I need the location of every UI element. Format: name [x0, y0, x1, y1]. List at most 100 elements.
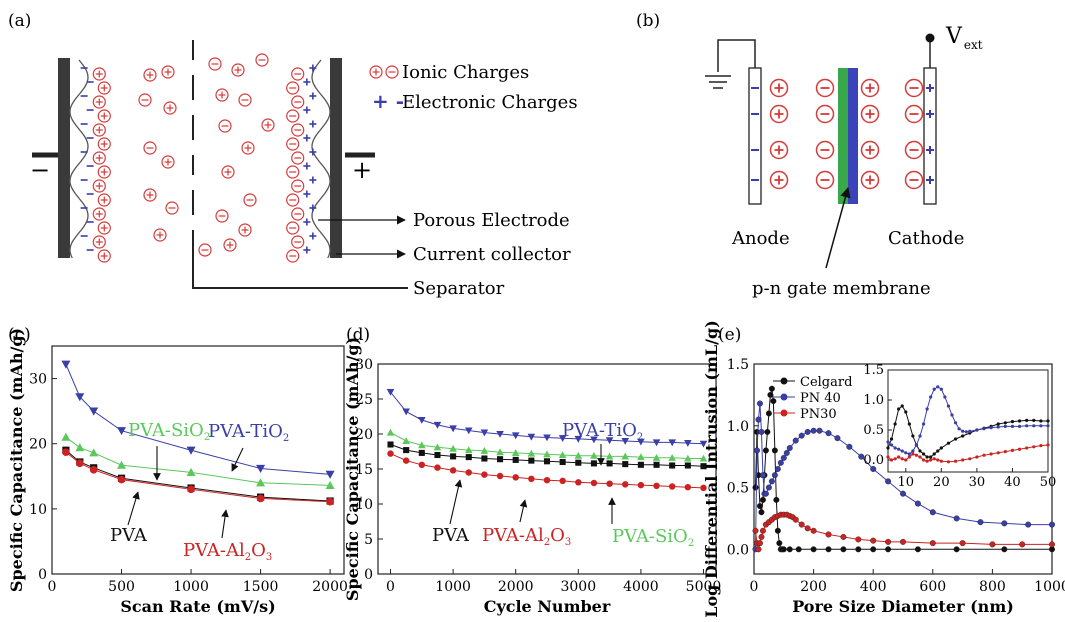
ion-circle — [92, 67, 106, 81]
cation-symbol — [261, 118, 275, 132]
data-point — [989, 426, 993, 430]
y-axis-label: Specific Capacitance (mAh/g) — [343, 337, 362, 601]
current-collector-right — [330, 58, 342, 258]
data-point — [911, 449, 915, 453]
data-point — [936, 385, 940, 389]
cation-symbol — [97, 137, 111, 151]
ion-circle — [97, 193, 111, 207]
data-point — [606, 460, 613, 467]
data-point — [946, 404, 951, 408]
data-point — [786, 546, 793, 553]
data-point — [756, 540, 763, 547]
data-point — [816, 427, 823, 434]
y-tick-label: 1.5 — [727, 357, 749, 373]
data-point — [925, 459, 929, 463]
data-point — [982, 453, 986, 457]
ion-circle — [97, 249, 111, 263]
data-point — [558, 435, 567, 442]
ion-circle — [904, 78, 924, 98]
data-point — [953, 421, 958, 425]
panel-c: (c) 0 500 1000 1500 2000 0 10 20 30 Scan Rate (mV… — [7, 325, 348, 616]
arrow-al2o3 — [519, 499, 528, 523]
data-point — [776, 540, 783, 547]
x-tick-label: 500 — [108, 579, 135, 595]
data-point — [886, 455, 890, 459]
label-pva: PVA — [432, 525, 470, 546]
data-point — [825, 531, 832, 538]
cation-symbol — [241, 141, 255, 155]
data-point — [450, 453, 457, 460]
data-point — [840, 533, 847, 540]
cation-symbol — [97, 109, 111, 123]
data-point — [996, 451, 1000, 455]
ion-circle — [291, 207, 305, 221]
ion-circle — [291, 67, 305, 81]
data-point — [795, 546, 802, 553]
electronic-plus — [303, 78, 311, 86]
data-point — [186, 467, 196, 476]
data-point — [1025, 521, 1032, 528]
y-tick-label: 10 — [29, 502, 47, 518]
data-point — [893, 446, 897, 450]
electronic-plus — [309, 120, 317, 128]
data-point — [1048, 521, 1055, 528]
chart-c: 0 500 1000 1500 2000 0 10 20 30 Scan Rate (mV/s) S… — [7, 328, 348, 616]
data-point — [768, 478, 775, 485]
data-point — [1003, 424, 1007, 428]
data-point — [950, 413, 954, 417]
data-point — [652, 439, 661, 447]
data-point — [117, 475, 126, 484]
ion-circle — [92, 151, 106, 165]
data-point — [777, 459, 784, 466]
electronic-plus — [303, 246, 311, 254]
data-point — [480, 447, 489, 454]
data-point — [575, 459, 582, 466]
ion-circle — [286, 249, 300, 263]
data-point — [512, 456, 519, 463]
data-point — [1003, 450, 1007, 454]
arrow-pva — [449, 479, 463, 525]
cation-symbol — [163, 101, 177, 115]
data-point — [964, 430, 968, 434]
series-pva — [62, 446, 334, 505]
data-point — [825, 546, 832, 553]
y-tick-label: 0.5 — [727, 481, 749, 497]
data-point — [684, 440, 692, 447]
panel-c-label: (c) — [8, 325, 31, 345]
label-pva-al2o3: PVA-Al2O3 — [183, 540, 272, 563]
data-point — [402, 408, 410, 416]
data-point — [402, 457, 410, 464]
ion-circle — [261, 118, 275, 132]
data-point — [1025, 418, 1029, 422]
data-point — [768, 385, 775, 392]
data-point — [914, 546, 921, 553]
panel-a: (a) − + Ionic Charges + - Electronic Cha… — [8, 11, 578, 299]
cation-symbol — [143, 68, 157, 82]
data-point — [780, 546, 787, 553]
data-point — [575, 479, 582, 486]
data-point — [756, 503, 763, 510]
callout-separator: Separator — [413, 278, 505, 299]
electronic-plus — [303, 190, 311, 198]
data-point — [1032, 424, 1036, 428]
ion-circle — [238, 93, 252, 107]
data-point — [653, 461, 660, 468]
ion-circle — [385, 65, 399, 79]
data-point — [767, 391, 774, 398]
ion-circle — [860, 104, 880, 124]
electronic-plus — [303, 134, 311, 142]
x-axis-label: Cycle Number — [484, 597, 611, 616]
charges-group — [80, 53, 317, 263]
data-point — [810, 546, 817, 553]
data-point — [637, 438, 645, 446]
inset-series-pn-40 — [886, 385, 1050, 456]
anion-symbol — [215, 209, 229, 223]
ion-circle — [165, 201, 179, 215]
legend-marker — [780, 393, 788, 401]
data-point — [900, 538, 907, 545]
cation-symbol — [238, 223, 252, 237]
y-tick-label: 0 — [364, 567, 373, 583]
data-point — [187, 485, 195, 494]
anion-symbol — [208, 57, 222, 71]
ion-circle — [221, 165, 235, 179]
